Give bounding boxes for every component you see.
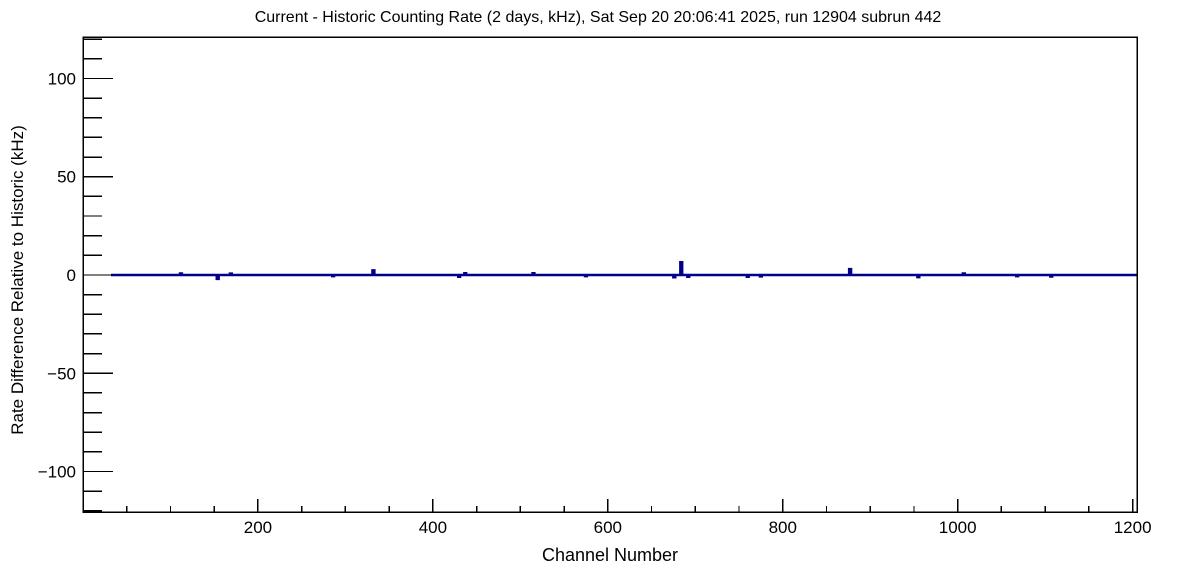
y-tick-label: −50 bbox=[47, 364, 76, 383]
chart-title: Current - Historic Counting Rate (2 days… bbox=[254, 9, 942, 26]
y-tick-label: 50 bbox=[57, 168, 76, 187]
x-tick-label: 200 bbox=[244, 518, 272, 537]
histogram-line bbox=[111, 261, 1137, 281]
x-axis-title: Channel Number bbox=[541, 545, 679, 565]
y-tick-label: 100 bbox=[48, 69, 76, 88]
x-tick-label: 400 bbox=[419, 518, 447, 537]
y-tick-label: 0 bbox=[67, 266, 76, 285]
x-tick-label: 800 bbox=[769, 518, 797, 537]
x-tick-label: 600 bbox=[594, 518, 622, 537]
x-tick-label: 1000 bbox=[939, 518, 977, 537]
y-axis-title: Rate Difference Relative to Historic (kH… bbox=[8, 125, 27, 435]
x-tick-label: 1200 bbox=[1114, 518, 1152, 537]
y-tick-label: −100 bbox=[38, 463, 76, 482]
